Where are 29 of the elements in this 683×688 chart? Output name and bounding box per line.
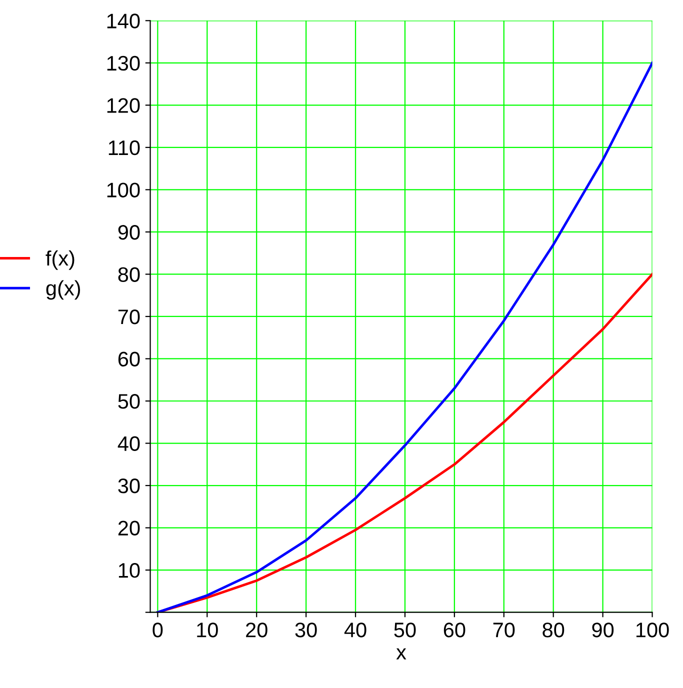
y-tick-label: 80 [118,267,140,282]
x-tick-label: 90 [592,622,614,638]
line-series [156,62,652,612]
y-tick-label: 20 [118,520,140,536]
y-tick-label: 100 [107,182,140,198]
x-tick-label: 40 [344,622,366,638]
legend-label: g(x) [46,280,80,300]
x-tick-label: 30 [295,622,317,638]
y-tick-label: 110 [108,140,140,156]
x-tick-label: 50 [394,622,416,638]
y-tick-label: 130 [107,56,140,71]
y-tick-label: 70 [118,309,140,324]
y-tick-label: 40 [118,436,140,452]
legend-label: f(x) [46,250,74,270]
x-tick-label: 10 [197,622,218,638]
y-tick-label: 90 [118,224,140,240]
y-tick-label: 60 [118,352,140,366]
x-tick-label: 80 [542,622,564,638]
x-tick-label: 0 [152,622,163,638]
x-tick-label: 70 [493,622,515,638]
y-tick-label: 120 [107,98,140,113]
x-tick-label: 100 [636,622,669,638]
y-tick-label: 50 [118,394,140,409]
y-tick-label: 10 [118,563,140,578]
x-axis-title: x [396,648,406,660]
y-tick-label: 30 [118,478,140,494]
y-tick-label: 140 [107,14,140,28]
x-tick-label: 20 [246,622,268,638]
x-tick-label: 60 [444,622,466,638]
